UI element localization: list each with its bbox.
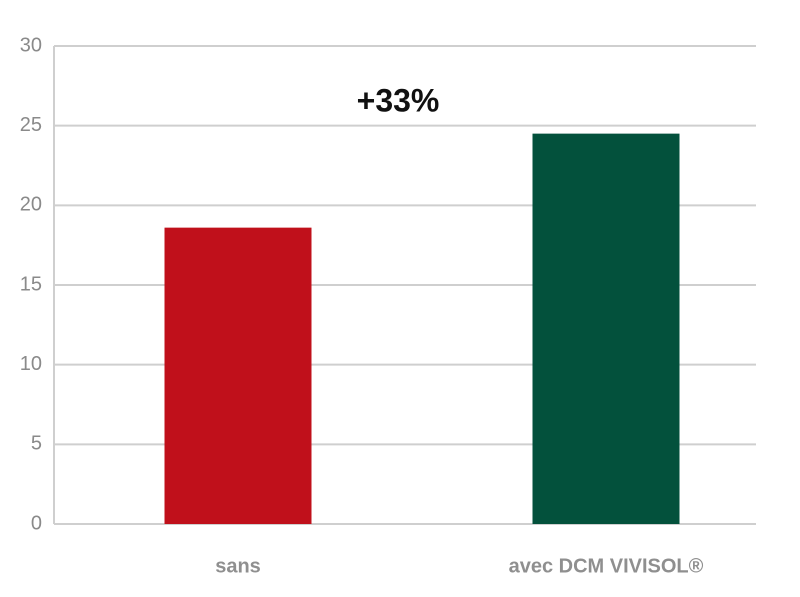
x-tick-label: avec DCM VIVISOL® <box>509 555 704 577</box>
bar <box>532 133 680 524</box>
y-tick-label: 10 <box>20 353 42 375</box>
x-tick-label: sans <box>215 555 261 577</box>
y-tick-label: 20 <box>20 194 42 216</box>
bar <box>164 227 312 524</box>
y-tick-label: 30 <box>20 34 42 56</box>
y-tick-label: 5 <box>31 433 42 455</box>
y-tick-label: 25 <box>20 114 42 136</box>
annotation: +33% <box>357 82 440 118</box>
y-tick-label: 15 <box>20 273 42 295</box>
y-tick-label: 0 <box>31 512 42 534</box>
